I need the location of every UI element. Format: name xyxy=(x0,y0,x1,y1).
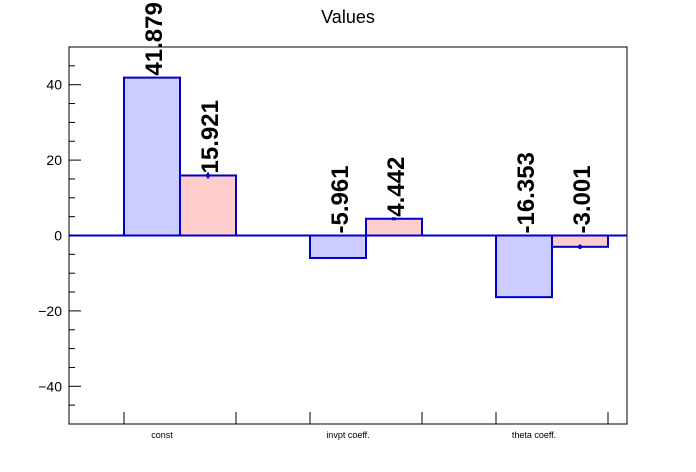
bar-s2-1 xyxy=(365,217,423,237)
x-category-label-1: invpt coeff. xyxy=(326,430,369,440)
bar-s1-2 xyxy=(495,234,553,299)
data-label-s2-0: 15.921 xyxy=(197,100,224,173)
x-category-label-2: theta coeff. xyxy=(512,430,556,440)
y-tick-label-2: 0 xyxy=(54,228,62,244)
data-label-s2-2: -3.001 xyxy=(569,165,596,233)
y-tick-label-0: −40 xyxy=(38,378,62,394)
y-tick-label-3: 20 xyxy=(46,152,62,168)
bar-s1-1 xyxy=(309,234,367,259)
chart-title: Values xyxy=(321,7,375,27)
data-label-s1-0: 41.879 xyxy=(141,2,168,75)
data-label-s2-1: 4.442 xyxy=(383,157,410,217)
data-label-s1-2: -16.353 xyxy=(513,152,540,233)
data-label-s1-1: -5.961 xyxy=(327,165,354,233)
x-category-label-0: const xyxy=(151,430,173,440)
bar-s1-0 xyxy=(123,76,181,237)
y-tick-label-1: −20 xyxy=(38,303,62,319)
y-tick-label-4: 40 xyxy=(46,77,62,93)
bar-s2-0 xyxy=(179,174,237,237)
